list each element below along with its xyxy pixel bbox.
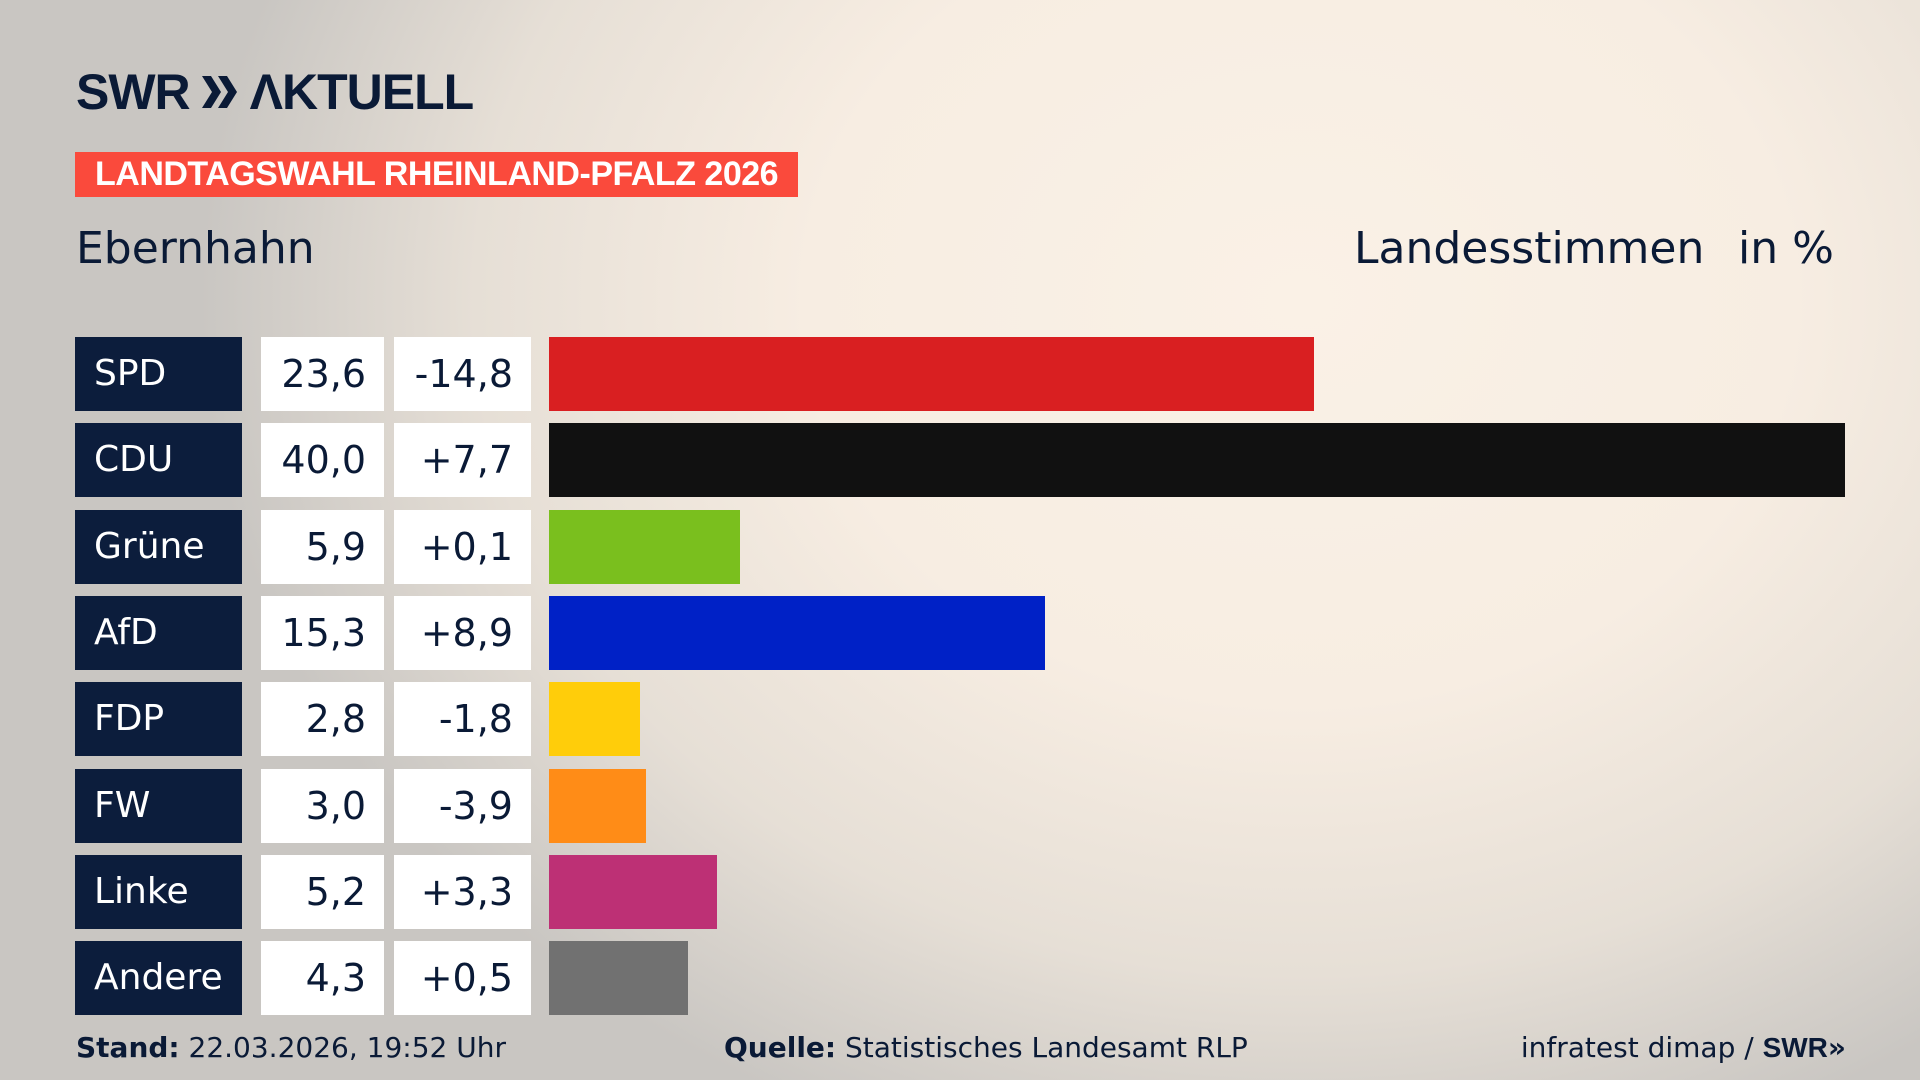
party-name: Andere xyxy=(75,941,242,1016)
party-bar xyxy=(549,595,1045,670)
party-row: FDP 2,8 -1,8 xyxy=(75,682,1875,757)
credit-text: infratest dimap / xyxy=(1520,1031,1763,1064)
party-name: SPD xyxy=(75,337,242,411)
party-name: AfD xyxy=(75,595,242,670)
party-value: 23,6 xyxy=(261,337,384,411)
swr-aktuell-logo: SWR ΛKTUELL xyxy=(76,64,474,120)
party-name: Grüne xyxy=(75,509,242,584)
party-row: SPD 23,6 -14,8 xyxy=(75,337,1875,411)
stand-label: Stand: xyxy=(76,1031,180,1064)
unit-label: in % xyxy=(1738,223,1834,274)
party-bar xyxy=(549,509,741,584)
stand: Stand: 22.03.2026, 19:52 Uhr xyxy=(76,1028,506,1068)
logo-aktuell: ΛKTUELL xyxy=(249,64,475,120)
party-diff: +7,7 xyxy=(394,423,531,498)
party-value: 5,9 xyxy=(261,509,384,584)
footer: Stand: 22.03.2026, 19:52 Uhr Quelle: Sta… xyxy=(76,1028,1846,1068)
party-row: AfD 15,3 +8,9 xyxy=(75,595,1875,670)
election-banner: LANDTAGSWAHL RHEINLAND-PFALZ 2026 xyxy=(75,152,799,197)
measure-label: Landesstimmen xyxy=(1354,223,1705,274)
party-diff: +8,9 xyxy=(394,595,531,670)
region-title: Ebernhahn xyxy=(76,223,315,274)
party-bar xyxy=(549,682,640,757)
party-value: 4,3 xyxy=(261,941,384,1016)
credit: infratest dimap / SWR» xyxy=(1521,1028,1846,1068)
party-bar xyxy=(549,854,718,929)
party-bar xyxy=(549,337,1314,411)
double-chevron-icon: » xyxy=(1827,1031,1846,1064)
party-bar xyxy=(549,941,689,1016)
party-name: FW xyxy=(75,768,242,843)
party-value: 40,0 xyxy=(261,423,384,498)
party-bar xyxy=(549,768,647,843)
party-name: Linke xyxy=(75,854,242,929)
source-label: Quelle: xyxy=(724,1031,837,1064)
party-value: 15,3 xyxy=(261,595,384,670)
source: Quelle: Statistisches Landesamt RLP xyxy=(724,1028,1248,1068)
source-value: Statistisches Landesamt RLP xyxy=(836,1031,1248,1064)
party-diff: -1,8 xyxy=(394,682,531,757)
party-row: Andere 4,3 +0,5 xyxy=(75,941,1875,1016)
party-row: Grüne 5,9 +0,1 xyxy=(75,509,1875,584)
party-value: 5,2 xyxy=(261,854,384,929)
party-diff: +3,3 xyxy=(394,854,531,929)
party-value: 2,8 xyxy=(261,682,384,757)
party-name: FDP xyxy=(75,682,242,757)
party-name: CDU xyxy=(75,423,242,498)
logo-swr: SWR xyxy=(76,64,191,120)
double-chevron-icon xyxy=(201,76,237,108)
swr-logo-small: SWR xyxy=(1762,1032,1828,1063)
party-diff: -14,8 xyxy=(394,337,531,411)
party-diff: +0,5 xyxy=(394,941,531,1016)
party-diff: +0,1 xyxy=(394,509,531,584)
party-bar xyxy=(549,423,1845,498)
party-row: FW 3,0 -3,9 xyxy=(75,768,1875,843)
party-row: CDU 40,0 +7,7 xyxy=(75,423,1875,498)
party-value: 3,0 xyxy=(261,768,384,843)
party-row: Linke 5,2 +3,3 xyxy=(75,854,1875,929)
stand-value: 22.03.2026, 19:52 Uhr xyxy=(179,1031,506,1064)
party-diff: -3,9 xyxy=(394,768,531,843)
